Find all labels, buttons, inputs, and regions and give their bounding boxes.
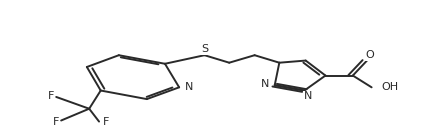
Text: S: S bbox=[202, 44, 209, 54]
Text: F: F bbox=[48, 91, 55, 101]
Text: F: F bbox=[53, 117, 59, 127]
Text: O: O bbox=[365, 50, 374, 60]
Text: N: N bbox=[303, 91, 312, 101]
Text: OH: OH bbox=[381, 82, 398, 92]
Text: N: N bbox=[185, 82, 193, 92]
Text: F: F bbox=[103, 117, 110, 127]
Text: N: N bbox=[261, 79, 269, 89]
